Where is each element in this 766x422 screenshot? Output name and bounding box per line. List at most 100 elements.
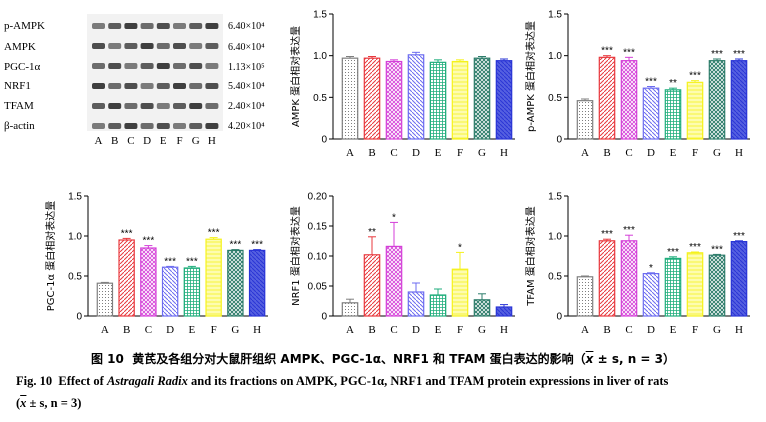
blot-band [92,103,105,109]
x-tick-label: G [478,147,486,159]
blot-band [108,43,122,49]
y-tick-label: 0.5 [548,93,562,104]
blot-lane-label: H [208,135,216,147]
x-tick-label: D [647,147,655,159]
bar-D [407,291,425,317]
bar-H [495,306,513,317]
bar-F [451,268,469,317]
bar-H [495,60,513,140]
blot-row-size: 2.40×10⁴ [228,101,265,112]
blot-band [173,123,186,129]
bar-G [708,60,726,140]
x-tick-label: F [692,147,698,159]
x-tick-label: F [692,324,698,336]
y-tick-label: 0 [76,312,82,323]
x-tick-label: A [346,147,354,159]
bar-C [385,60,403,140]
y-tick-label: 0 [321,135,327,146]
blot-band [173,63,186,69]
blot-band [189,63,203,69]
caption-en-italic: Astragali Radix [106,374,188,388]
blot-band [189,123,203,129]
blot-band [156,83,170,89]
x-tick-label: A [101,324,109,336]
x-tick-label: G [713,324,721,336]
x-tick-label: G [478,324,486,336]
x-tick-label: A [346,324,354,336]
blot-band [156,23,170,29]
x-tick-label: B [368,147,375,159]
blot-band [124,43,138,49]
figure-canvas: p-AMPK AMPK PGC-1α NRF1 TFAM β-actin 6.4… [4,10,750,336]
significance-label: *** [601,229,613,240]
bar-A [576,100,594,140]
y-tick-label: 1.5 [548,192,562,203]
bar-B [363,254,381,317]
bar-F [205,238,222,317]
significance-label: *** [186,256,198,267]
x-tick-label: F [457,147,463,159]
x-tick-label: G [231,324,239,336]
y-tick-label: 0.10 [308,252,328,263]
caption-cn-figure-number: 图 10 [91,352,124,366]
blot-row-label: β-actin [4,120,35,132]
bar-E [183,267,201,317]
bar-A [576,276,594,317]
bar-F [451,60,469,140]
bar-E [429,61,447,140]
bar-D [407,54,425,140]
blot-band [189,43,203,49]
bar-E [664,257,682,317]
significance-label: *** [230,240,242,251]
bar-E [429,294,447,317]
x-tick-label: A [581,147,589,159]
significance-label: *** [645,77,657,88]
significance-label: *** [689,71,701,82]
bar-B [118,239,135,317]
blot-band [205,43,219,49]
bar-chart-2: 0 0.5 1.0 1.5 p-AMPK 蛋白相对表达量 A *** B *** C *** D ** E… [524,10,750,159]
blot-band [205,123,219,129]
significance-label: ** [368,227,376,238]
y-axis-label: PGC-1α 蛋白相对表达量 [44,201,57,312]
x-tick-label: F [457,324,463,336]
blot-row-label: p-AMPK [4,20,45,32]
bar-B [363,57,381,140]
bar-H [248,249,266,317]
significance-label: *** [164,256,176,267]
significance-label: *** [143,236,155,247]
bar-chart-1: 0 0.5 1.0 1.5 AMPK 蛋白相对表达量 A B C D E F G H [289,10,515,159]
x-tick-label: C [625,324,632,336]
x-tick-label: H [500,147,508,159]
blot-row-label: PGC-1α [4,61,41,73]
y-tick-label: 0 [556,312,562,323]
blot-band [173,83,186,89]
x-tick-label: G [713,147,721,159]
x-tick-label: C [390,324,397,336]
bar-C [385,245,403,317]
significance-label: *** [601,46,613,57]
y-tick-label: 1.0 [68,232,82,243]
y-tick-label: 1.0 [548,51,562,62]
blot-band [140,83,154,89]
y-tick-label: 0.15 [308,222,328,233]
blot-membrane [87,14,223,131]
blot-row-size: 6.40×10⁴ [228,42,265,53]
blot-band [92,83,105,89]
bar-chart-5: 0 0.5 1.0 1.5 TFAM 蛋白相对表达量 A *** B *** C * D *** E ***… [524,192,750,336]
bar-B [598,240,616,317]
blot-band [156,123,170,129]
caption-en-post: and its fractions on AMPK, PGC-1α, NRF1 … [191,374,669,388]
blot-band [108,23,122,29]
x-tick-label: B [368,324,375,336]
significance-label: *** [623,47,635,58]
significance-label: *** [121,228,133,239]
blot-lane-label: D [143,135,151,147]
y-tick-label: 1.0 [548,232,562,243]
bar-H [730,241,748,317]
blot-row-label: TFAM [4,100,34,112]
blot-band [173,43,186,49]
blot-band [156,103,170,109]
